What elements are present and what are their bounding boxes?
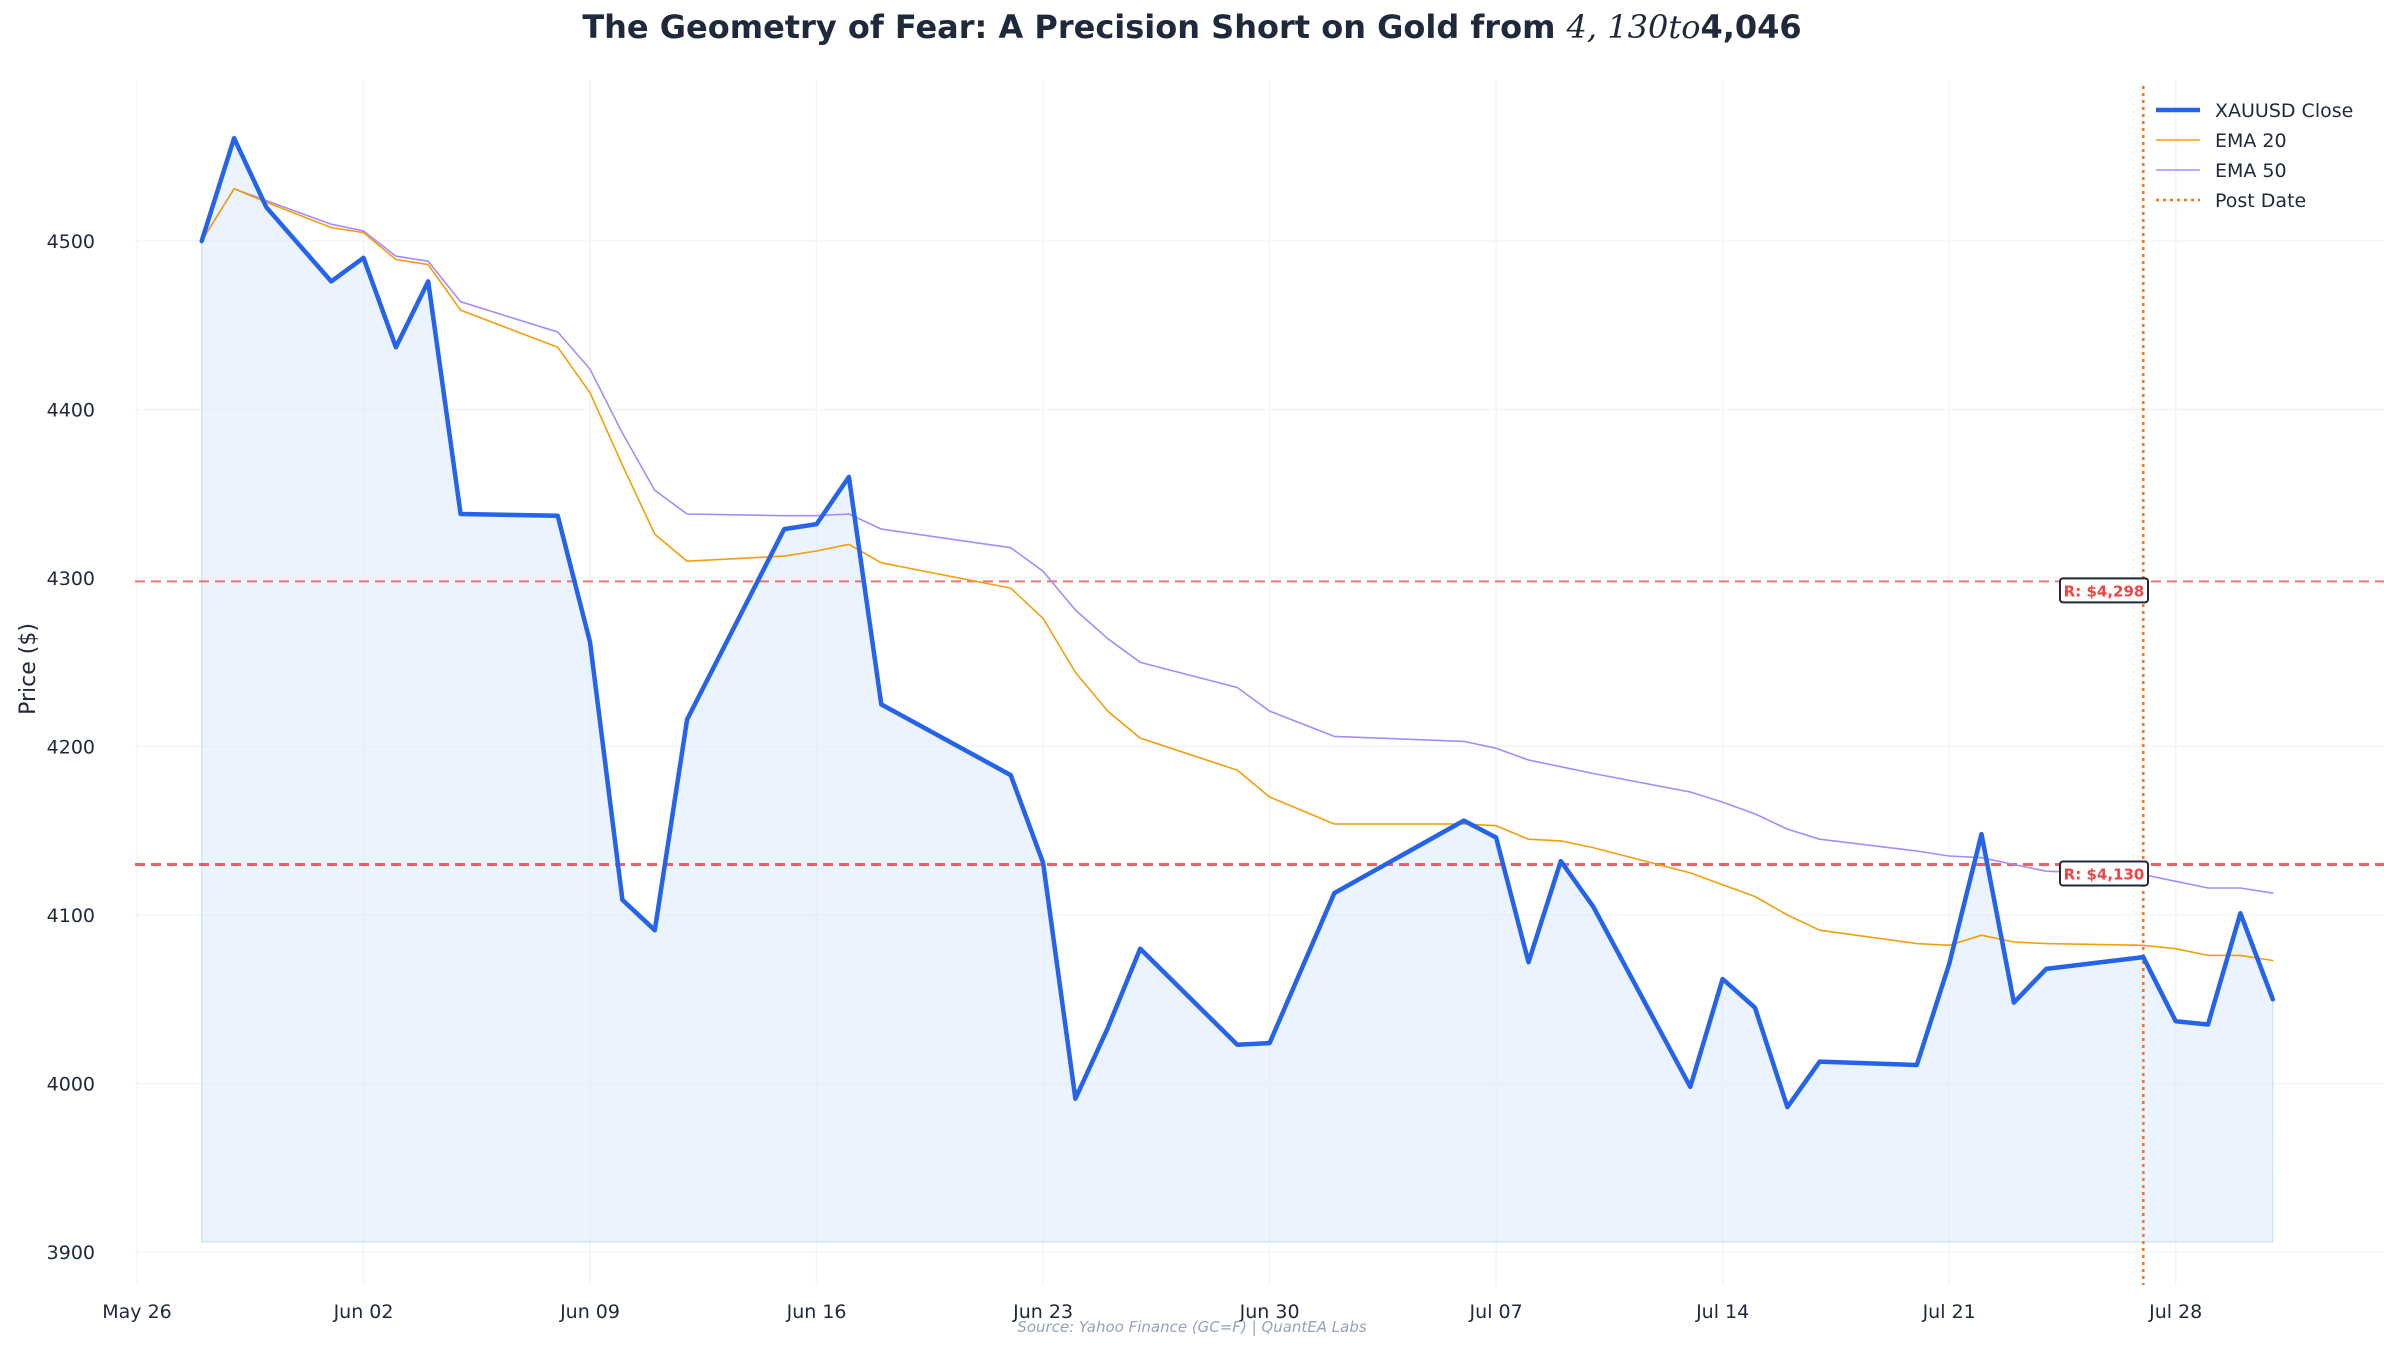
y-tick-label: 4300 bbox=[47, 568, 95, 590]
x-tick-label: Jun 16 bbox=[786, 1301, 847, 1323]
legend-label: EMA 20 bbox=[2215, 130, 2287, 152]
legend-label: XAUUSD Close bbox=[2215, 100, 2353, 122]
x-tick-label: Jun 02 bbox=[333, 1301, 394, 1323]
xauusd-close-line bbox=[199, 135, 2276, 1110]
legend: XAUUSD Close EMA 20 EMA 50 Post Date bbox=[2156, 100, 2353, 212]
close-area-fill bbox=[201, 136, 2274, 1243]
resistance-label: R: $4,130 bbox=[2064, 865, 2145, 883]
source-note: Source: Yahoo Finance (GC=F) | QuantEA L… bbox=[1017, 1318, 1367, 1336]
chart-title-math: 4, 130to bbox=[1566, 8, 1701, 46]
y-tick-label: 4000 bbox=[47, 1074, 95, 1096]
x-tick-label: May 26 bbox=[102, 1301, 172, 1323]
chart-title: The Geometry of Fear: A Precision Short … bbox=[0, 8, 2384, 46]
resistance-label-box bbox=[2059, 860, 2149, 887]
y-tick-label: 4400 bbox=[47, 400, 95, 422]
x-tick-label: Jul 07 bbox=[1469, 1301, 1523, 1323]
series-lines bbox=[199, 135, 2276, 1110]
resistance-labels: R: $4,298 R: $4,130 bbox=[2059, 577, 2149, 887]
close-area bbox=[201, 136, 2274, 1243]
y-tick-label: 3900 bbox=[47, 1242, 95, 1264]
legend-label: EMA 50 bbox=[2215, 160, 2287, 182]
ema20-line bbox=[200, 188, 2274, 962]
legend-label: Post Date bbox=[2215, 190, 2306, 212]
y-tick-label: 4200 bbox=[47, 737, 95, 759]
resistance-label-box bbox=[2059, 577, 2149, 604]
chart-title-tail: 4,046 bbox=[1700, 8, 1802, 46]
resistance-lines bbox=[135, 580, 2384, 866]
x-tick-label: Jun 09 bbox=[559, 1301, 620, 1323]
y-tick-label: 4100 bbox=[47, 905, 95, 927]
ema50-line bbox=[200, 188, 2274, 894]
resistance-label: R: $4,298 bbox=[2064, 582, 2145, 600]
axes: 3900 4000 4100 4200 4300 4400 4500 May 26 Jun 02… bbox=[16, 231, 2202, 1323]
x-tick-label: Jul 21 bbox=[1922, 1301, 1976, 1323]
x-tick-label: Jul 14 bbox=[1695, 1301, 1749, 1323]
y-tick-label: 4500 bbox=[47, 231, 95, 253]
y-axis-label: Price ($) bbox=[16, 623, 41, 715]
x-tick-label: Jun 30 bbox=[1239, 1301, 1300, 1323]
x-tick-label: Jul 28 bbox=[2148, 1301, 2202, 1323]
x-tick-label: Jun 23 bbox=[1012, 1301, 1073, 1323]
chart-title-text: The Geometry of Fear: A Precision Short … bbox=[582, 8, 1567, 46]
